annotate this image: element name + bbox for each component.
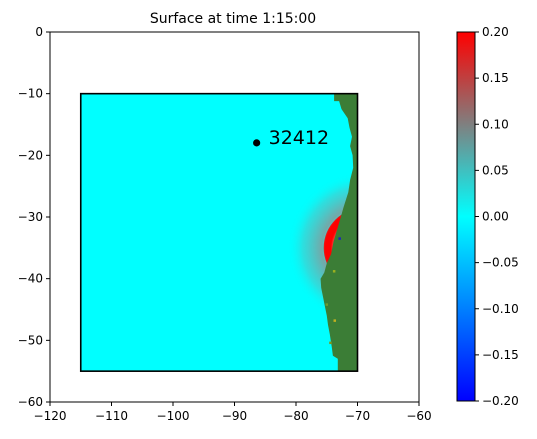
x-tick-label: −70 <box>345 409 370 423</box>
x-tick-label: −100 <box>157 409 190 423</box>
x-tick-label: −90 <box>222 409 247 423</box>
colorbar-tick-label: −0.15 <box>482 348 519 362</box>
y-tick-label: −40 <box>18 272 43 286</box>
colorbar: 0.20 0.15 0.10 0.05 0.00 −0.05 −0.10 −0.15 −0.20 <box>456 25 519 408</box>
x-tick-label: −120 <box>34 409 67 423</box>
coast-cell <box>338 237 341 240</box>
colorbar-tick-label: −0.05 <box>482 256 519 270</box>
coast-cell <box>332 270 336 273</box>
x-tick-label: −110 <box>95 409 128 423</box>
colorbar-tick-label: −0.10 <box>482 302 519 316</box>
surface-map: 32412 <box>79 92 359 372</box>
x-axis: −120 −110 −100 −90 −80 −70 −60 <box>34 402 432 423</box>
colorbar-tick-label: 0.05 <box>482 163 509 177</box>
y-tick-label: 0 <box>35 25 43 39</box>
coast-cell <box>333 319 337 322</box>
y-tick-label: −10 <box>18 87 43 101</box>
domain-box <box>79 92 359 372</box>
colorbar-tick-label: 0.10 <box>482 117 509 131</box>
land-mass <box>320 93 358 372</box>
chart-title: Surface at time 1:15:00 <box>150 11 316 27</box>
colorbar-tick-label: 0.00 <box>482 210 509 224</box>
gauge-label: 32412 <box>269 127 329 149</box>
coast-cell <box>329 341 332 345</box>
gauge-marker <box>253 139 261 147</box>
y-tick-label: −50 <box>18 333 43 347</box>
colorbar-gradient <box>457 32 475 401</box>
x-tick-label: −80 <box>283 409 308 423</box>
plot-area: 32412 <box>49 31 420 403</box>
y-tick-label: −30 <box>18 210 43 224</box>
colorbar-tick-label: 0.15 <box>482 71 509 85</box>
colorbar-tick-label: −0.20 <box>482 394 519 408</box>
y-tick-label: −20 <box>18 148 43 162</box>
colorbar-tick-label: 0.20 <box>482 25 509 39</box>
coast-cell <box>325 303 329 306</box>
x-tick-label: −60 <box>406 409 431 423</box>
y-tick-label: −60 <box>18 395 43 409</box>
y-axis: 0 −10 −20 −30 −40 −50 −60 <box>18 25 50 409</box>
